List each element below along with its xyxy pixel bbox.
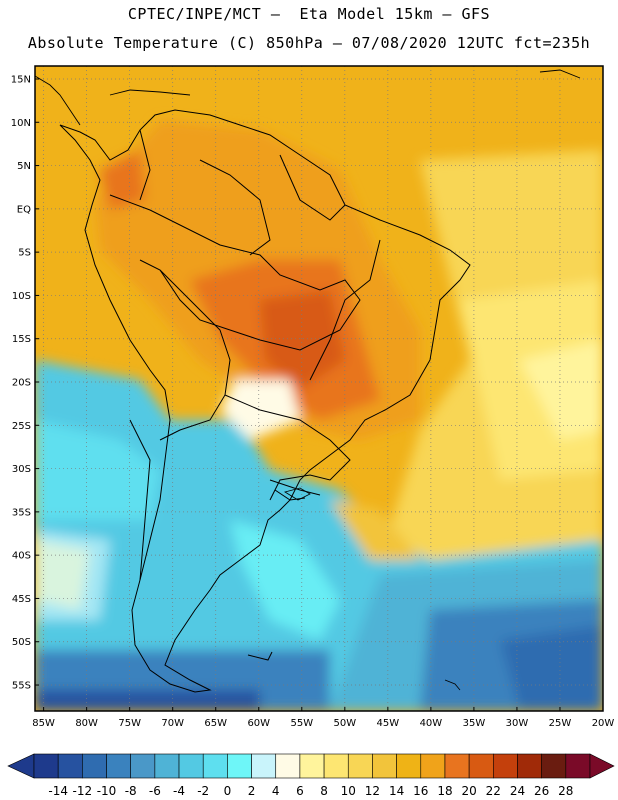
longitude-label: 40W (420, 718, 443, 729)
latitude-label: 5N (17, 161, 31, 172)
colorbar-level-label: 20 (461, 784, 476, 798)
colorbar-level-label: -10 (97, 784, 117, 798)
colorbar-swatch (396, 753, 422, 779)
longitude-label: 25W (549, 718, 572, 729)
colorbar-labels: -14 -12 -10 -8 -6 -4 -2 0 2 4 6 8 10 12 14 16 18 20 22 24 26… (48, 784, 573, 798)
colorbar-low-arrow (7, 753, 35, 779)
colorbar-level-label: -12 (73, 784, 93, 798)
colorbar-swatch (82, 753, 107, 779)
latitude-labels: 15N 10N 5N EQ 5S 10S 15S 20S 25S 30S 35S 40S 45S 50S 5… (11, 74, 39, 692)
colorbar-level-label: 6 (296, 784, 304, 798)
colorbar-swatch (565, 753, 591, 779)
colorbar-level-label: 18 (437, 784, 452, 798)
latitude-label: 45S (12, 594, 31, 605)
colorbar-level-label: 14 (389, 784, 404, 798)
colorbar (7, 753, 615, 779)
colorbar-swatch (541, 753, 567, 779)
colorbar-level-label: -2 (197, 784, 209, 798)
colorbar-level-label: 16 (413, 784, 428, 798)
longitude-label: 70W (161, 718, 184, 729)
temperature-field (35, 66, 603, 711)
colorbar-swatch (178, 753, 204, 779)
colorbar-level-label: 4 (272, 784, 280, 798)
longitude-labels: 85W 80W 75W 70W 65W 60W 55W 50W 45W 40W 35W 30W 25W 2… (32, 707, 614, 729)
colorbar-swatch (299, 753, 325, 779)
latitude-label: 15N (11, 74, 31, 85)
latitude-label: 40S (12, 551, 31, 562)
map-frame (34, 65, 604, 712)
colorbar-level-label: 22 (486, 784, 501, 798)
longitude-label: 55W (290, 718, 313, 729)
colorbar-swatch (154, 753, 180, 779)
lat-lon-grid (35, 66, 603, 711)
colorbar-level-label: 12 (365, 784, 380, 798)
colorbar-level-label: 24 (510, 784, 525, 798)
colorbar-level-label: -6 (149, 784, 161, 798)
colorbar-swatch (420, 753, 446, 779)
map-subtitle: Absolute Temperature (C) 850hPa – 07/08/… (27, 34, 591, 52)
latitude-label: 30S (12, 464, 31, 475)
colorbar-level-label: 8 (320, 784, 328, 798)
longitude-label: 80W (75, 718, 98, 729)
colorbar-swatch (57, 753, 83, 779)
longitude-label: 65W (204, 718, 227, 729)
map-title: CPTEC/INPE/MCT – Eta Model 15km – GFS (127, 5, 491, 23)
colorbar-level-label: -14 (48, 784, 68, 798)
latitude-label: 25S (12, 421, 31, 432)
latitude-label: 20S (12, 378, 31, 389)
latitude-label: EQ (17, 204, 31, 215)
latitude-label: 35S (12, 507, 31, 518)
islands (283, 487, 461, 691)
colorbar-swatch (106, 753, 131, 779)
colorbar-swatch (493, 753, 518, 779)
longitude-label: 20W (592, 718, 615, 729)
colorbar-swatch (517, 753, 542, 779)
colorbar-high-arrow (589, 753, 615, 779)
colorbar-level-label: 28 (558, 784, 573, 798)
country-borders (59, 109, 471, 693)
colorbar-level-label: 0 (224, 784, 232, 798)
latitude-label: 55S (12, 681, 31, 692)
colorbar-swatch (251, 753, 277, 779)
colorbar-level-label: -8 (125, 784, 137, 798)
colorbar-swatch (444, 753, 470, 779)
colorbar-swatch (275, 753, 301, 779)
longitude-label: 75W (118, 718, 141, 729)
longitude-label: 85W (32, 718, 55, 729)
colorbar-swatch (347, 753, 373, 779)
longitude-label: 50W (334, 718, 357, 729)
colorbar-level-label: -4 (173, 784, 185, 798)
colorbar-level-label: 26 (534, 784, 549, 798)
colorbar-level-label: 10 (341, 784, 356, 798)
colorbar-swatch (130, 753, 156, 779)
longitude-label: 60W (247, 718, 270, 729)
colorbar-swatch (202, 753, 228, 779)
colorbar-swatch (372, 753, 397, 779)
latitude-label: 10N (11, 118, 31, 129)
colorbar-level-label: 2 (248, 784, 256, 798)
latitude-label: 50S (12, 637, 31, 648)
longitude-label: 35W (463, 718, 486, 729)
colorbar-swatch (468, 753, 494, 779)
colorbar-swatch (227, 753, 252, 779)
longitude-label: 45W (377, 718, 400, 729)
coastline-north (35, 69, 581, 126)
colorbar-swatch (33, 753, 59, 779)
latitude-label: 10S (12, 291, 31, 302)
latitude-label: 15S (12, 334, 31, 345)
longitude-label: 30W (506, 718, 529, 729)
colorbar-swatch (323, 753, 349, 779)
latitude-label: 5S (18, 248, 31, 259)
